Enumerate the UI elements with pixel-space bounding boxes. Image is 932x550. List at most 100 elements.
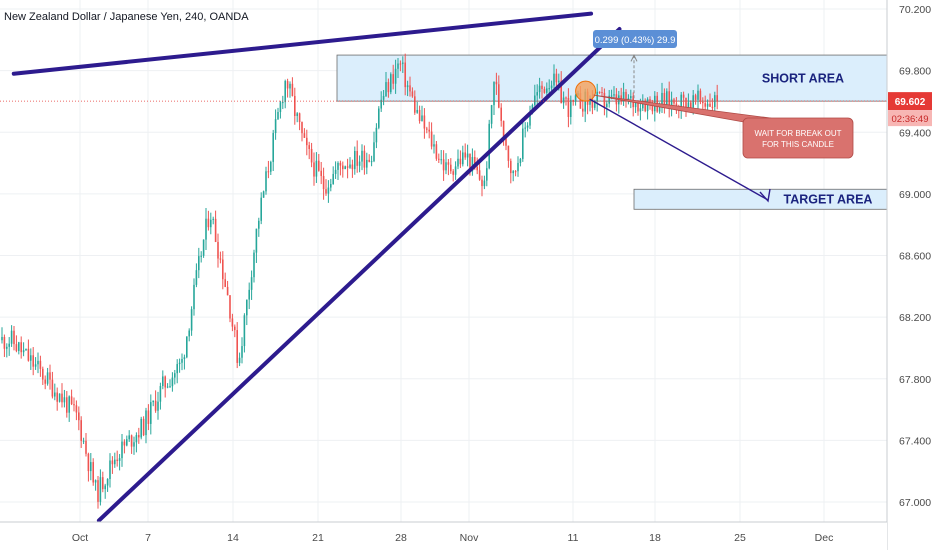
x-tick-label: 11 — [568, 532, 579, 544]
candle-body — [356, 150, 358, 166]
candle-body — [694, 95, 697, 100]
candle-body — [368, 159, 370, 162]
current-price-badge — [888, 92, 932, 111]
candle-body — [435, 144, 438, 159]
y-tick-label: 70.200 — [899, 4, 931, 16]
candle-body — [142, 418, 145, 436]
candle-body — [402, 62, 404, 64]
candle-body — [306, 137, 308, 146]
candle-body — [711, 106, 714, 108]
y-tick-label: 69.000 — [899, 189, 931, 201]
candle-body — [310, 148, 313, 163]
candle-body — [294, 95, 296, 116]
candle-body — [190, 309, 193, 331]
candle-body — [382, 96, 385, 100]
candle-body — [596, 91, 598, 102]
candle-body — [560, 80, 562, 104]
candle-body — [181, 359, 183, 363]
candle-body — [478, 170, 481, 180]
candle-body — [169, 386, 171, 388]
candle-body — [49, 372, 51, 380]
candle-body — [598, 91, 601, 93]
candle-body — [126, 439, 128, 446]
candle-body — [188, 330, 190, 337]
candle-body — [318, 160, 320, 171]
candle-body — [135, 435, 138, 443]
candle-body — [6, 346, 8, 349]
candle-body — [150, 402, 152, 424]
candle-body — [231, 318, 234, 327]
symbol-title: New Zealand Dollar / Japanese Yen, 240, … — [4, 11, 249, 23]
candle-body — [433, 144, 435, 147]
candle-body — [205, 218, 207, 240]
candle-body — [90, 462, 92, 472]
measure-arrow-icon — [630, 54, 638, 62]
candle-body — [594, 101, 596, 108]
resistance-trendline[interactable] — [11, 11, 594, 76]
candle-body — [471, 157, 474, 172]
candle-body — [279, 102, 282, 113]
candle-body — [128, 435, 130, 440]
candle-body — [82, 440, 85, 442]
target-arrow-head-icon — [759, 188, 771, 203]
candle-body — [320, 170, 322, 177]
candle-body — [258, 220, 260, 229]
y-tick-label: 68.200 — [899, 312, 931, 324]
candle-body — [399, 63, 402, 65]
candle-body — [176, 364, 178, 374]
candle-body — [486, 168, 488, 181]
x-tick-label: Nov — [460, 532, 479, 544]
candle-body — [301, 122, 303, 134]
candle-body — [488, 123, 490, 169]
support-trendline[interactable] — [96, 27, 622, 523]
candle-body — [313, 162, 315, 177]
candle-body — [418, 109, 421, 122]
candle-body — [483, 180, 486, 187]
breakout-marker — [575, 80, 597, 102]
candle-body — [574, 95, 577, 102]
candle-body — [507, 145, 510, 161]
candle-body — [394, 68, 397, 84]
candle-body — [270, 161, 272, 172]
candle-body — [354, 150, 356, 170]
candle-body — [291, 83, 294, 96]
candle-body — [457, 158, 459, 167]
candle-body — [440, 159, 442, 161]
candle-body — [370, 161, 373, 163]
countdown-badge — [888, 110, 932, 127]
candle-body — [51, 379, 54, 397]
candle-body — [363, 150, 366, 168]
callout-box — [742, 117, 854, 159]
candle-body — [387, 82, 390, 93]
candle-body — [282, 102, 284, 104]
candle-body — [512, 171, 514, 174]
candle-body — [277, 112, 279, 120]
candle-body — [390, 74, 392, 93]
candle-body — [63, 397, 66, 403]
candle-body — [70, 396, 73, 405]
candles — [1, 53, 718, 509]
candle-body — [445, 162, 447, 171]
candle-body — [529, 113, 531, 126]
candle-body — [226, 286, 229, 296]
trendlines[interactable] — [11, 11, 622, 523]
y-tick-label: 67.800 — [899, 374, 931, 386]
candle-body — [30, 355, 32, 361]
short-area-label: SHORT AREA — [762, 71, 844, 85]
candle-body — [699, 90, 702, 102]
candle-body — [553, 73, 555, 86]
candle-body — [145, 410, 147, 436]
candle-body — [284, 81, 286, 103]
candle-body — [601, 92, 603, 94]
candle-body — [106, 478, 109, 486]
candle-body — [346, 166, 349, 168]
grid — [0, 0, 887, 522]
candle-body — [157, 401, 159, 411]
candle-body — [570, 99, 572, 117]
measure-label-box — [593, 30, 677, 48]
candle-body — [337, 162, 339, 170]
x-tick-label: 14 — [227, 532, 239, 544]
candle-body — [342, 165, 344, 170]
candle-body — [66, 397, 68, 413]
